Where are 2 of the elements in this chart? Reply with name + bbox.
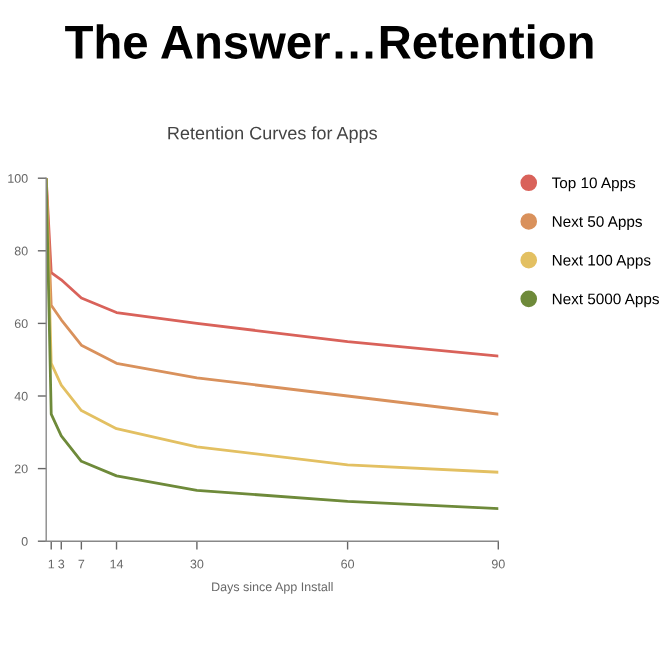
chart-title: The Answer…Retention bbox=[65, 24, 593, 59]
chart-subtitle: Retention Curves for Apps bbox=[168, 126, 377, 144]
